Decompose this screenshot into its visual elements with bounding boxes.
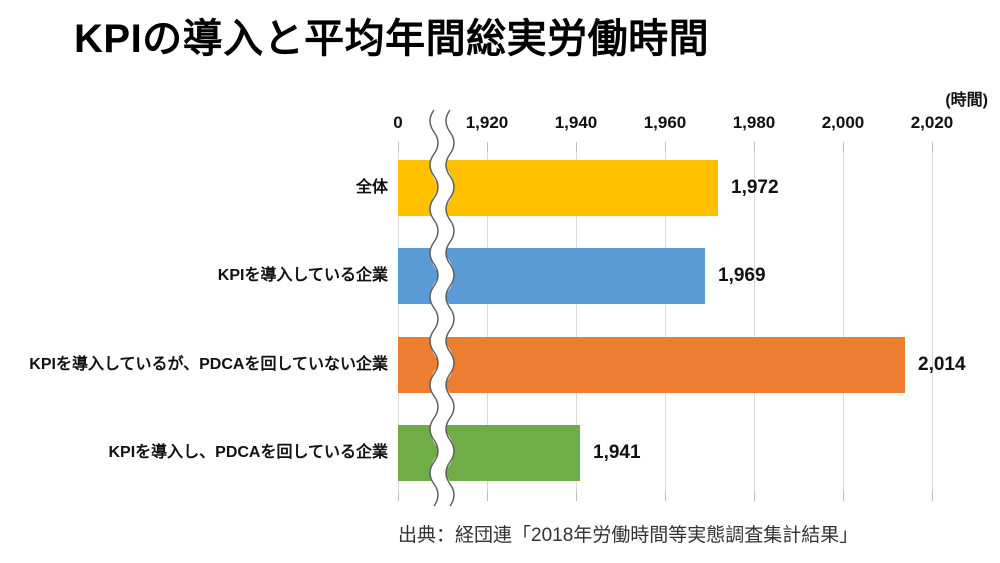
axis-tick-label: 2,000 (821, 113, 865, 132)
category-label: KPIを導入している企業 (217, 267, 388, 284)
axis-tick-bottom (398, 491, 399, 501)
gridline (665, 152, 666, 491)
axis-tick-top (754, 142, 755, 152)
category-label: KPIを導入しているが、PDCAを回していない企業 (29, 356, 388, 373)
axis-break-mask (430, 108, 454, 508)
axis-tick-top (932, 142, 933, 152)
axis-tick-bottom (576, 491, 577, 501)
gridline (932, 152, 933, 491)
source-citation: 出典：経団連「2018年労働時間等実態調査集計結果」 (398, 525, 859, 546)
axis-tick-label: 1,960 (643, 113, 687, 132)
axis-tick-bottom (665, 491, 666, 501)
gridline (487, 152, 488, 491)
axis-tick-top (665, 142, 666, 152)
category-label: 全体 (355, 179, 388, 196)
axis-break-line-left (429, 109, 439, 507)
chart-title: KPIの導入と平均年間総実労働時間 (74, 17, 710, 61)
gridline (754, 152, 755, 491)
bar (398, 425, 580, 481)
axis-break-squiggle (429, 108, 455, 508)
axis-tick-top (398, 142, 399, 152)
gridline (843, 152, 844, 491)
axis-tick-top (576, 142, 577, 152)
axis-tick-top (843, 142, 844, 152)
axis-tick-label: 0 (393, 113, 403, 132)
category-label: KPIを導入し、PDCAを回している企業 (108, 444, 388, 461)
gridline (576, 152, 577, 491)
axis-tick-bottom (754, 491, 755, 501)
axis-tick-bottom (932, 491, 933, 501)
value-label: 2,014 (918, 354, 966, 375)
axis-tick-top (487, 142, 488, 152)
value-label: 1,969 (718, 265, 766, 286)
axis-unit-label: (時間) (945, 92, 988, 109)
value-label: 1,941 (593, 442, 641, 463)
axis-tick-bottom (487, 491, 488, 501)
axis-tick-label: 1,940 (554, 113, 598, 132)
axis-tick-label: 1,980 (732, 113, 776, 132)
bar (398, 337, 905, 393)
gridline (398, 152, 399, 491)
value-label: 1,972 (731, 177, 779, 198)
axis-tick-bottom (843, 491, 844, 501)
axis-break-line-right (445, 109, 455, 507)
axis-tick-label: 1,920 (465, 113, 509, 132)
axis-tick-label: 2,020 (910, 113, 954, 132)
